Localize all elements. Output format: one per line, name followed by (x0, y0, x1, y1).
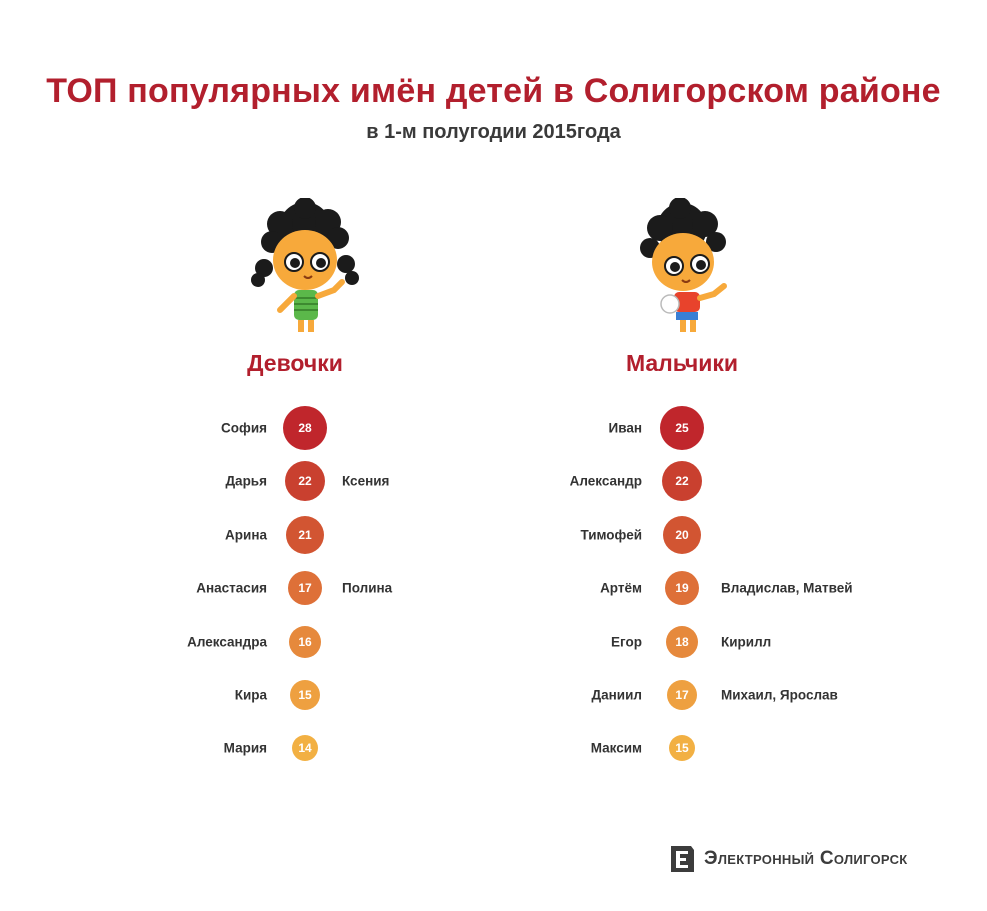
tied-names: Кирилл (721, 634, 772, 650)
tied-names: Ксения (342, 473, 390, 489)
count-badge: 25 (660, 406, 704, 450)
count-badge: 22 (662, 461, 702, 501)
page-title: ТОП популярных имён детей в Солигорском … (46, 72, 941, 110)
list-item: Александра 16 (95, 617, 515, 667)
count-badge: 20 (663, 516, 701, 554)
child-name: Даниил (591, 687, 642, 703)
child-name: Дарья (225, 473, 267, 489)
list-item: София 28 (95, 403, 515, 453)
child-name: Александр (569, 473, 642, 489)
child-name: Егор (611, 634, 642, 650)
count-badge: 21 (286, 516, 324, 554)
list-item: Кира 15 (95, 670, 515, 720)
child-name: Тимофей (580, 527, 642, 543)
list-item: Даниил 17 Михаил, Ярослав (475, 670, 895, 720)
tied-names: Владислав, Матвей (721, 580, 853, 596)
child-name: Кира (234, 687, 267, 703)
count-badge: 19 (665, 571, 699, 605)
logo-text: Электронный Солигорск (704, 848, 908, 869)
count-badge: 15 (290, 680, 320, 710)
boy-cartoon-icon (640, 198, 727, 332)
list-item: Арина 21 (95, 510, 515, 560)
count-badge: 14 (292, 735, 318, 761)
count-badge: 17 (288, 571, 322, 605)
count-badge: 15 (669, 735, 695, 761)
list-item: Анастасия 17 Полина (95, 563, 515, 613)
child-name: Анастасия (196, 580, 267, 596)
list-item: Егор 18 Кирилл (475, 617, 895, 667)
count-badge: 22 (285, 461, 325, 501)
list-item: Александр 22 (475, 456, 895, 506)
list-item: Дарья 22 Ксения (95, 456, 515, 506)
page-subtitle: в 1-м полугодии 2015года (366, 121, 621, 143)
boys-title: Мальчики (625, 350, 739, 376)
count-badge: 28 (283, 406, 327, 450)
child-name: Максим (590, 740, 642, 756)
child-name: София (221, 420, 267, 436)
tied-names: Михаил, Ярослав (721, 687, 838, 703)
list-item: Иван 25 (475, 403, 895, 453)
list-item: Тимофей 20 (475, 510, 895, 560)
girls-column: Девочки София 28 Дарья 22 Ксения Арина 21 Анаст… (95, 0, 515, 911)
child-name: Артём (600, 580, 642, 596)
list-item: Мария 14 (95, 723, 515, 773)
child-name: Мария (223, 740, 267, 756)
girl-cartoon-icon (251, 198, 359, 332)
child-name: Арина (225, 527, 267, 543)
count-badge: 16 (289, 626, 321, 658)
list-item: Максим 15 (475, 723, 895, 773)
boys-column: Мальчики Иван 25 Александр 22 Тимофей 20 Артём… (475, 0, 895, 911)
e-logo-icon (671, 846, 694, 872)
count-badge: 17 (667, 680, 697, 710)
tied-names: Полина (342, 580, 393, 596)
count-badge: 18 (666, 626, 698, 658)
girls-title: Девочки (247, 350, 343, 376)
child-name: Иван (608, 420, 643, 436)
site-logo: Электронный Солигорск (668, 843, 908, 875)
child-name: Александра (187, 634, 267, 650)
list-item: Артём 19 Владислав, Матвей (475, 563, 895, 613)
